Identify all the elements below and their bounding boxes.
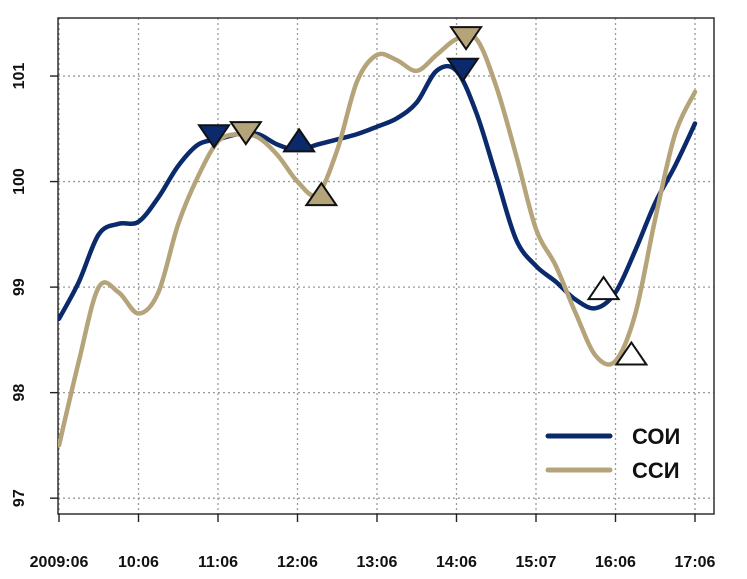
x-tick-label: 17:06 <box>675 554 716 571</box>
x-tick-label: 16:06 <box>595 554 636 571</box>
turning-point-markers <box>197 26 649 366</box>
x-tick-label: 10:06 <box>118 554 159 571</box>
y-tick-label: 98 <box>11 384 28 402</box>
marker-triangle-down <box>445 57 480 83</box>
marker-triangle-up <box>304 181 339 207</box>
x-tick-label: 2009:06 <box>30 554 89 571</box>
marker-triangle-down <box>197 124 231 150</box>
y-tick-label: 97 <box>11 489 28 507</box>
legend-label: ССИ <box>632 458 680 483</box>
y-tick-label: 100 <box>11 168 28 195</box>
x-tick-label: 15:07 <box>516 554 557 571</box>
marker-triangle-up-hollow <box>614 340 649 366</box>
legend: СОИ ССИ <box>545 424 680 483</box>
y-tick-label: 99 <box>11 278 28 296</box>
x-tick-label: 11:06 <box>198 554 238 571</box>
marker-triangle-down <box>228 121 263 146</box>
y-tick-label: 101 <box>11 63 28 90</box>
marker-triangle-up <box>282 127 316 153</box>
series-line-soi <box>58 63 698 322</box>
x-tick-label: 12:06 <box>277 554 318 571</box>
plot-frame <box>57 17 715 515</box>
series-lines <box>58 32 698 448</box>
series-line-ssi <box>58 32 698 448</box>
marker-triangle-down <box>449 26 483 51</box>
marker-triangle-up-hollow <box>586 275 621 301</box>
axes: 2009:06 10:06 11:06 12:06 13:06 14:06 15:07 16:… <box>11 17 716 571</box>
legend-label: СОИ <box>632 424 680 449</box>
grid <box>58 18 714 514</box>
x-tick-label: 13:06 <box>357 554 398 571</box>
x-tick-label: 14:06 <box>436 554 477 571</box>
